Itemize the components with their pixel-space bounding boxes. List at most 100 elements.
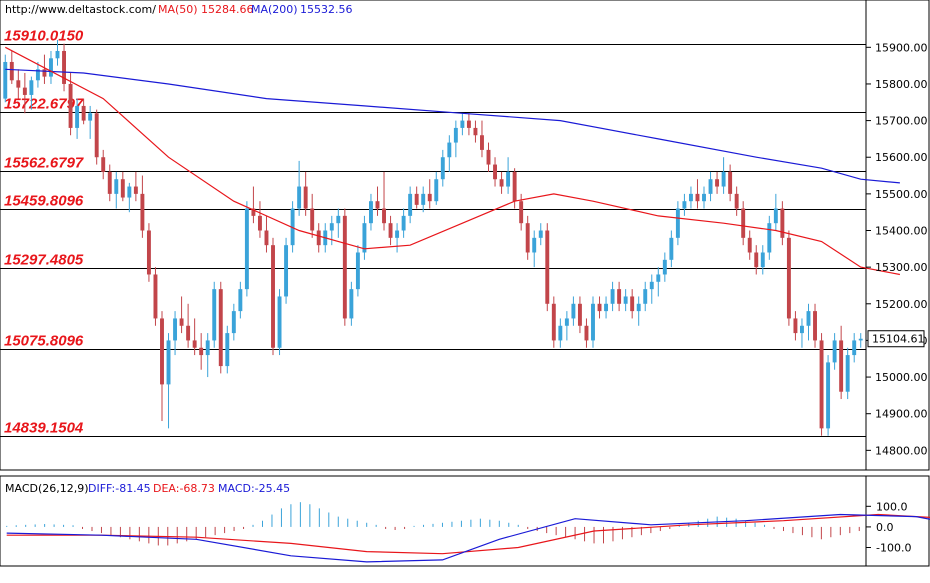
candle-body — [42, 69, 47, 77]
macd-tick-label: -100.0 — [876, 542, 911, 555]
candle — [238, 281, 243, 319]
candle — [257, 201, 262, 238]
candle-body — [773, 208, 778, 224]
candle — [244, 201, 249, 297]
last-price-label: 15104.61 — [872, 333, 925, 346]
candle — [22, 72, 27, 114]
price-tick-label: 15300.00 — [875, 261, 928, 274]
price-tick-label: 15400.00 — [875, 225, 928, 238]
candle — [186, 303, 191, 348]
source-url: http://www.deltastock.com/ — [5, 3, 156, 16]
candle — [591, 296, 595, 348]
moving-averages — [5, 46, 901, 276]
candle — [793, 311, 798, 341]
candle — [277, 289, 282, 356]
candle — [577, 296, 582, 334]
candle — [408, 186, 413, 224]
candle — [9, 50, 14, 84]
candle — [486, 142, 491, 172]
candle — [231, 303, 236, 341]
candle — [316, 223, 321, 253]
candle-body — [858, 338, 863, 341]
candle — [839, 325, 844, 400]
candle-body — [421, 193, 426, 205]
candle-body — [493, 164, 497, 180]
candle — [819, 333, 824, 436]
candle-body — [55, 50, 60, 59]
candle — [780, 201, 785, 246]
candle — [81, 98, 86, 125]
candle — [133, 171, 138, 202]
candle-body — [153, 274, 158, 319]
candle-body — [212, 289, 217, 341]
candle-body — [16, 80, 21, 88]
candle — [101, 149, 106, 180]
candle-body — [336, 215, 341, 224]
candle — [179, 296, 184, 334]
candle-body — [519, 201, 524, 224]
candle — [342, 208, 347, 326]
macd-tick-label: 0.0 — [876, 521, 894, 534]
candle-body — [401, 215, 406, 231]
candle-body — [362, 223, 367, 253]
candle — [160, 311, 164, 422]
candle-body — [721, 171, 726, 187]
candle-body — [68, 83, 73, 128]
candle-body — [303, 186, 308, 209]
price-tick-label: 15600.00 — [875, 151, 928, 164]
candle-body — [199, 347, 204, 356]
candle — [597, 296, 602, 319]
candle — [199, 333, 204, 370]
macd-axis-frame — [865, 475, 930, 567]
ma50-line — [5, 46, 901, 276]
price-tick-label: 15000.00 — [875, 371, 928, 384]
candle-body — [734, 193, 739, 209]
candle-body — [551, 303, 556, 341]
candle — [571, 296, 576, 326]
candle — [49, 50, 53, 84]
candle-body — [506, 171, 511, 187]
candle-body — [257, 215, 262, 231]
candle-body — [643, 289, 648, 304]
candle — [656, 267, 661, 297]
candle — [845, 347, 850, 400]
candle-body — [662, 259, 667, 275]
candle-body — [571, 303, 576, 319]
candle-body — [708, 179, 713, 194]
candle — [173, 311, 178, 356]
candle-body — [832, 340, 837, 363]
candle-body — [617, 289, 622, 304]
candle — [545, 223, 550, 312]
candle-body — [453, 127, 458, 143]
candle — [114, 171, 119, 209]
ma200-value: 15532.56 — [300, 3, 353, 16]
candle — [538, 223, 543, 246]
candle — [721, 157, 726, 194]
candle — [852, 333, 857, 363]
candle — [375, 186, 380, 216]
candle — [708, 171, 713, 202]
candle — [832, 333, 837, 370]
candle-body — [238, 289, 243, 312]
candle — [55, 39, 60, 66]
candle-body — [649, 281, 654, 290]
candle — [786, 230, 791, 326]
candle-body — [284, 245, 289, 297]
candle-body — [747, 237, 752, 253]
candle-body — [310, 208, 315, 231]
candle — [414, 186, 419, 209]
candle-body — [49, 58, 53, 77]
ma50-value: 15284.66 — [201, 3, 254, 16]
candle — [427, 179, 432, 209]
candle-body — [29, 80, 34, 95]
macd-dea-label: DEA:-68.73 — [153, 482, 215, 495]
candle-body — [558, 325, 563, 341]
price-axis: 15900.00 15800.00 15700.00 15600.00 15500.00… — [866, 41, 928, 457]
candle-body — [290, 208, 295, 246]
candle-body — [466, 120, 471, 128]
candle — [447, 135, 452, 172]
candle-body — [179, 318, 184, 326]
candle — [760, 245, 765, 275]
candle-body — [800, 325, 804, 334]
candle-body — [173, 318, 178, 341]
